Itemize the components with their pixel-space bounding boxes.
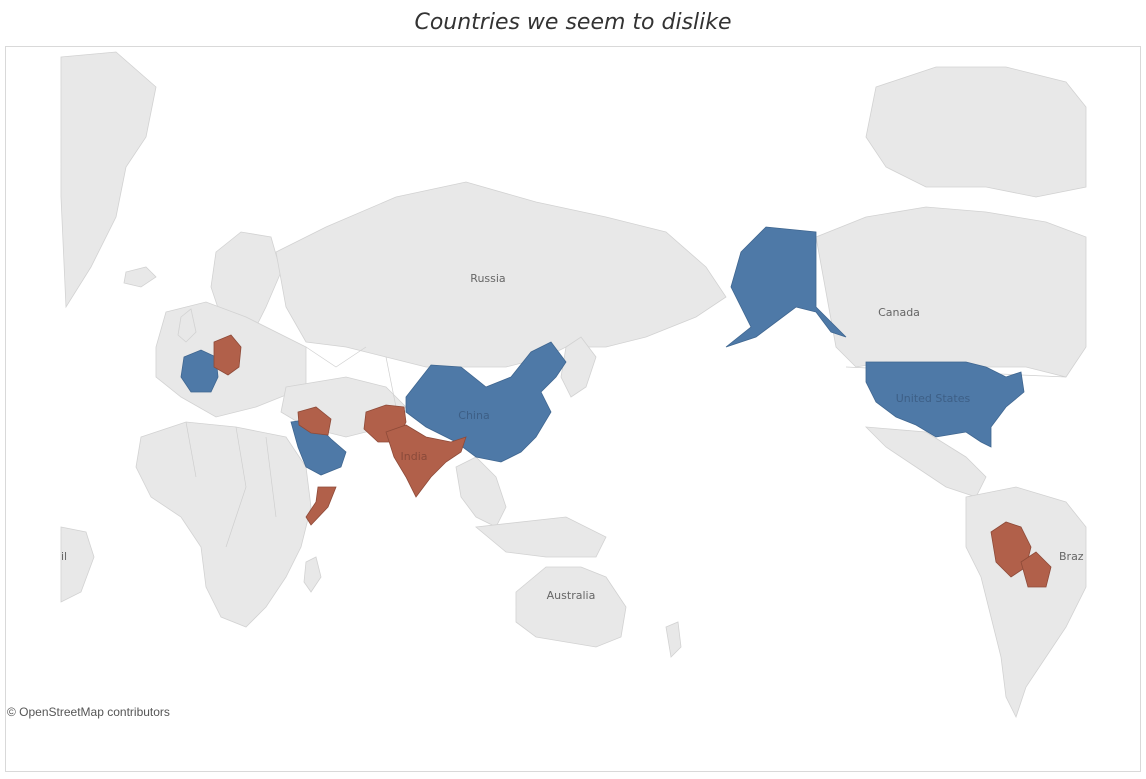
country-united-states[interactable] (865, 361, 1025, 448)
map-frame[interactable]: Russia Canada China India United States … (5, 46, 1141, 772)
label-brazil-partial: Braz (1059, 550, 1084, 563)
country-bolivia[interactable] (1020, 551, 1052, 588)
country-alaska[interactable] (725, 226, 847, 348)
label-russia: Russia (470, 272, 505, 285)
label-australia: Australia (547, 589, 596, 602)
disliked-countries[interactable] (213, 334, 1052, 588)
label-canada: Canada (878, 306, 920, 319)
country-iraq[interactable] (297, 406, 332, 436)
liked-countries[interactable] (180, 226, 1025, 476)
label-united-states: United States (896, 392, 971, 405)
label-left-edge-partial: il (61, 550, 67, 563)
attribution-text[interactable]: © OpenStreetMap contributors (7, 705, 170, 719)
country-germany[interactable] (213, 334, 242, 376)
world-map[interactable]: Russia Canada China India United States … (6, 47, 1140, 771)
country-somalia[interactable] (305, 486, 337, 526)
country-india[interactable] (385, 424, 467, 498)
label-china: China (458, 409, 489, 422)
label-india: India (401, 450, 428, 463)
country-france[interactable] (180, 349, 219, 393)
map-title: Countries we seem to dislike (414, 10, 732, 35)
